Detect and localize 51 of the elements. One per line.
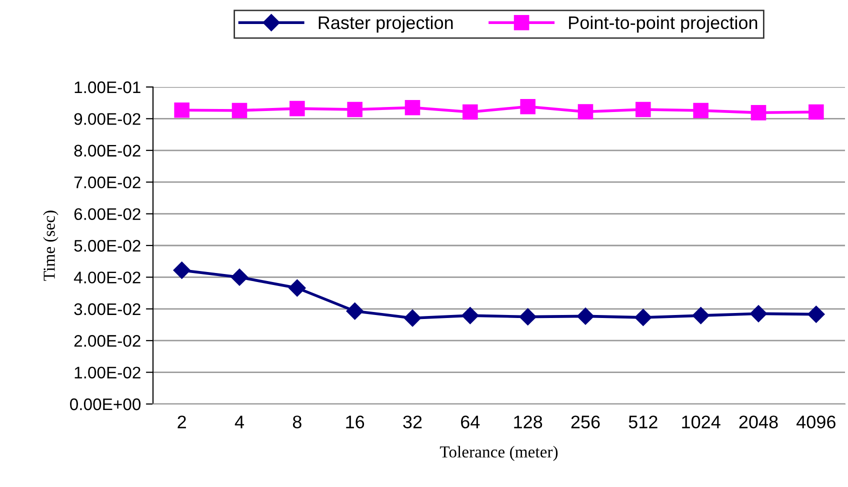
- point: [404, 310, 422, 327]
- y-tick-label: 9.00E-02: [74, 113, 140, 125]
- point: [173, 262, 190, 279]
- x-tick-label: 2048: [739, 416, 778, 428]
- point: [750, 305, 768, 322]
- point: [808, 104, 824, 120]
- point: [519, 308, 536, 326]
- point: [636, 102, 651, 118]
- point: [404, 100, 420, 116]
- x-tick-label: 1024: [682, 416, 720, 428]
- point: [174, 102, 190, 118]
- x-tick-label: 512: [628, 416, 658, 428]
- point: [634, 308, 652, 326]
- y-tick-label: 4.00E-02: [74, 272, 140, 284]
- y-tick-label: 3.00E-02: [74, 303, 140, 316]
- x-tick-label: 256: [571, 416, 600, 428]
- x-axis-title: Tolerance (meter): [440, 446, 558, 461]
- x-tick-label: 16: [346, 416, 364, 428]
- y-tick-label: 5.00E-02: [74, 240, 140, 252]
- legend-label: Point-to-point projection: [569, 16, 758, 33]
- x-tick-label: 128: [514, 416, 542, 428]
- y-axis-title: Time (sec): [43, 210, 58, 281]
- point: [578, 104, 594, 120]
- legend-label: Raster projection: [318, 16, 453, 33]
- x-tick-label: 32: [403, 416, 422, 428]
- y-tick-label: 2.00E-02: [74, 335, 140, 347]
- point: [693, 102, 708, 118]
- point: [462, 307, 479, 324]
- x-tick-label: 8: [292, 416, 302, 428]
- point: [347, 102, 362, 118]
- point: [346, 302, 364, 320]
- x-tick-label: 4: [234, 416, 244, 428]
- point: [808, 306, 825, 323]
- point: [520, 99, 536, 114]
- point: [232, 102, 248, 118]
- point: [750, 105, 766, 120]
- y-tick-label: 7.00E-02: [74, 176, 140, 188]
- y-tick-label: 6.00E-02: [74, 208, 140, 220]
- y-tick-label: 1.00E-02: [74, 366, 140, 379]
- x-tick-label: 4096: [796, 416, 836, 428]
- point: [230, 268, 248, 286]
- point: [290, 100, 305, 116]
- point: [692, 307, 710, 324]
- y-tick-label: 8.00E-02: [74, 144, 140, 157]
- point: [288, 279, 306, 297]
- point: [576, 308, 594, 325]
- x-tick-label: 2: [178, 416, 186, 428]
- point: [462, 104, 478, 120]
- y-tick-label: 0.00E+00: [70, 398, 141, 410]
- x-tick-label: 64: [461, 416, 480, 428]
- y-tick-label: 1.00E-01: [74, 81, 140, 94]
